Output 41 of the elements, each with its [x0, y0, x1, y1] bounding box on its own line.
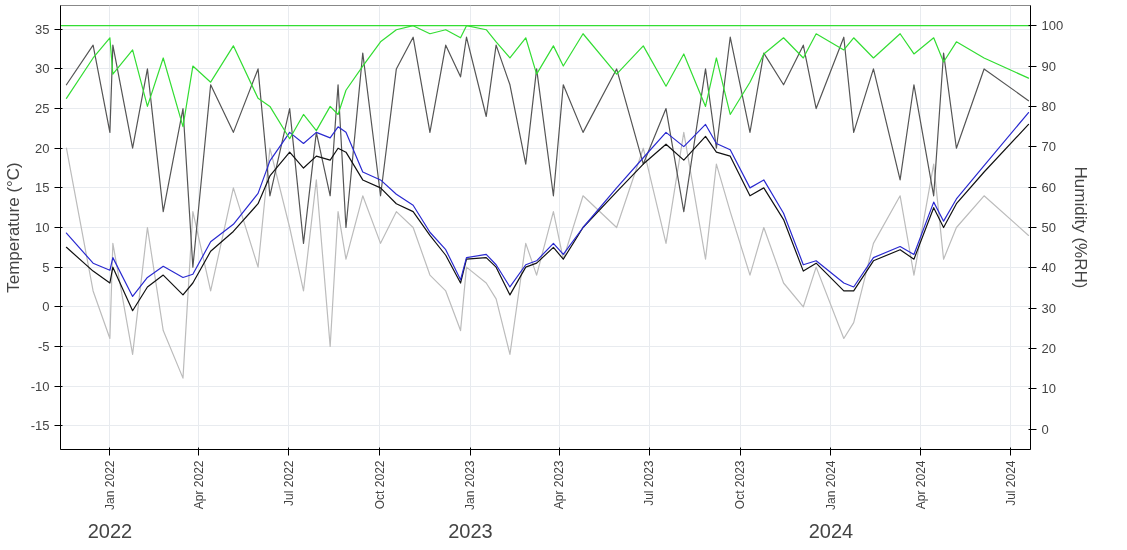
y2-tick-label: 60 [1041, 179, 1056, 195]
y-tick-label: -15 [30, 418, 50, 434]
y2-tick-label: 10 [1041, 381, 1056, 397]
y2-tick-label: 80 [1041, 98, 1056, 114]
y-tick-label: -5 [37, 338, 50, 354]
x-tick-label: Jan 2023 [463, 460, 478, 510]
x-tick-label: Jul 2022 [281, 460, 296, 506]
y-tick-label: 25 [35, 101, 50, 117]
x-tick-label: Jul 2023 [642, 460, 657, 506]
y2-tick-label: 70 [1041, 139, 1056, 155]
x-tick-label: Apr 2022 [191, 460, 206, 510]
y2-tick-label: 0 [1041, 421, 1049, 437]
x-tick-label: Apr 2023 [552, 460, 567, 510]
y2-tick-label: 20 [1041, 341, 1056, 357]
x-tick-label: Oct 2023 [733, 460, 748, 510]
y-tick-label: 20 [35, 140, 50, 156]
text: 2022 [87, 519, 133, 542]
y2-tick-label: 100 [1041, 18, 1064, 34]
y-tick-label: 0 [42, 299, 50, 315]
line-series [65, 131, 1030, 379]
x-tick-label: Jan 2022 [102, 460, 117, 510]
y-axis-title: Temperature (°C) [3, 162, 23, 293]
y2-axis-title: Humidity (%RH) [1071, 166, 1091, 289]
y-tick-label: 35 [35, 21, 50, 37]
line-series [65, 25, 1030, 140]
y2-tick-label: 50 [1041, 220, 1056, 235]
x-tick-label: Jan 2024 [823, 460, 838, 510]
y-tick-label: 5 [42, 259, 50, 275]
y-tick-label: 30 [35, 61, 50, 77]
x-tick-label: Oct 2022 [372, 460, 387, 510]
y2-tick-label: 90 [1041, 58, 1056, 74]
text: 2024 [808, 519, 854, 542]
y-tick-label: -10 [30, 378, 50, 394]
x-tick-label: Jul 2024 [1003, 460, 1018, 506]
text: 2023 [448, 519, 493, 542]
x-tick-label: Apr 2024 [913, 460, 928, 510]
y-tick-label: 15 [35, 180, 50, 196]
y2-tick-label: 30 [1041, 300, 1056, 316]
y-tick-label: 10 [35, 220, 50, 235]
line-series [65, 36, 1030, 268]
y2-tick-label: 40 [1041, 260, 1056, 276]
